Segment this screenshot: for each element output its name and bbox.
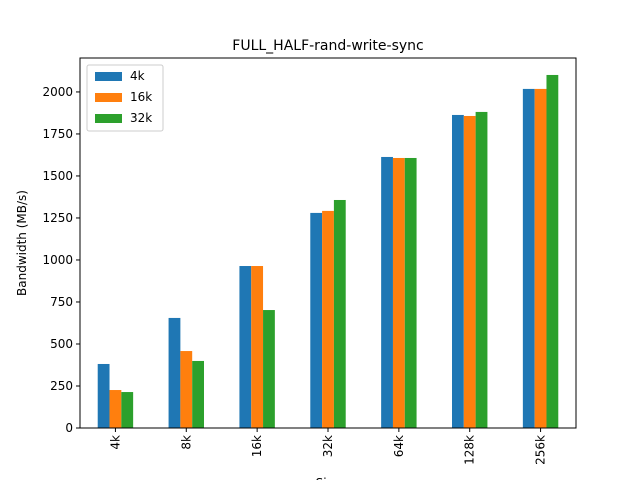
- bar: [463, 115, 476, 428]
- plot-frame: [79, 57, 577, 429]
- legend-label: 16k: [130, 90, 152, 104]
- legend-swatch: [95, 93, 122, 102]
- y-tick-label: 750: [50, 295, 73, 309]
- y-tick-label: 1500: [42, 169, 73, 183]
- x-axis-label: Size: [316, 476, 341, 480]
- y-tick-label: 500: [50, 337, 73, 351]
- x-tick-label: 128k: [463, 435, 477, 465]
- legend-label: 4k: [130, 69, 145, 83]
- x-tick-label: 64k: [392, 435, 406, 457]
- bar: [168, 317, 181, 428]
- bar: [121, 392, 134, 428]
- y-tick-label: 250: [50, 379, 73, 393]
- x-tick-label: 16k: [250, 435, 264, 457]
- bar: [404, 157, 417, 428]
- bar: [522, 88, 535, 428]
- y-axis-label: Bandwidth (MB/s): [15, 190, 29, 296]
- y-tick-label: 2000: [42, 85, 73, 99]
- bar: [381, 156, 393, 428]
- bar: [263, 310, 275, 428]
- bar: [333, 199, 346, 428]
- y-tick-label: 0: [65, 421, 73, 435]
- bar: [392, 157, 405, 428]
- x-tick-label: 32k: [321, 435, 335, 457]
- bar: [475, 111, 488, 429]
- bar: [97, 363, 110, 428]
- bar: [546, 74, 559, 428]
- legend-swatch: [95, 114, 122, 123]
- bar: [534, 88, 547, 428]
- y-tick-label: 1250: [42, 211, 73, 225]
- y-tick-label: 1000: [42, 253, 73, 267]
- y-tick-label: 1750: [42, 127, 73, 141]
- x-tick-label: 4k: [108, 435, 122, 450]
- bar: [251, 266, 264, 428]
- x-tick-label: 256k: [534, 435, 548, 465]
- bar: [239, 266, 252, 428]
- bar: [310, 212, 323, 428]
- bar: [322, 210, 334, 428]
- bar: [180, 351, 193, 428]
- legend-swatch: [95, 72, 122, 81]
- bar: [192, 360, 204, 428]
- legend-label: 32k: [130, 111, 152, 125]
- x-tick-label: 8k: [179, 435, 193, 450]
- chart-title: FULL_HALF-rand-write-sync: [232, 38, 423, 54]
- bar: [452, 114, 464, 428]
- bar: [109, 390, 122, 428]
